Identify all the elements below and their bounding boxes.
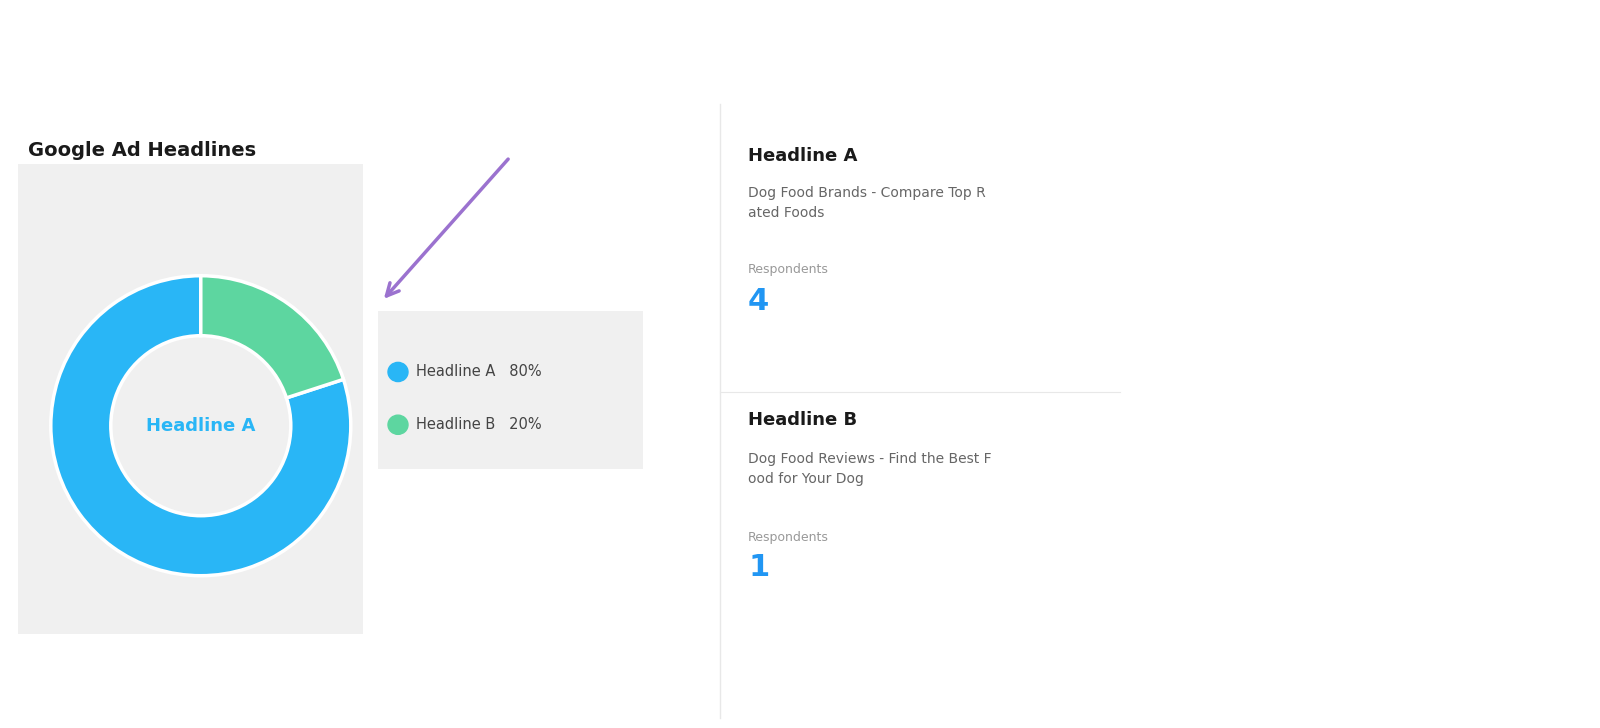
Text: Headline A: Headline A [749,147,858,165]
FancyBboxPatch shape [18,164,363,634]
Text: Headline A: Headline A [146,416,256,435]
Text: Respondents: Respondents [749,531,829,545]
Circle shape [387,363,408,381]
Text: Dog Food Brands - Compare Top R
ated Foods: Dog Food Brands - Compare Top R ated Foo… [749,186,986,221]
Text: 4: 4 [749,287,770,315]
Text: This test is started.: This test is started. [40,45,270,65]
Text: Respondents: Respondents [749,263,829,276]
FancyBboxPatch shape [378,311,643,469]
Text: Headline A   80%: Headline A 80% [416,365,542,379]
Text: 1: 1 [749,553,770,582]
Text: Headline B: Headline B [749,411,858,430]
Wedge shape [202,276,344,398]
Text: Headline B   20%: Headline B 20% [416,417,542,432]
Wedge shape [51,276,350,576]
Circle shape [387,415,408,435]
Text: Google Ad Headlines: Google Ad Headlines [29,141,256,159]
Text: Dog Food Reviews - Find the Best F
ood for Your Dog: Dog Food Reviews - Find the Best F ood f… [749,451,992,486]
